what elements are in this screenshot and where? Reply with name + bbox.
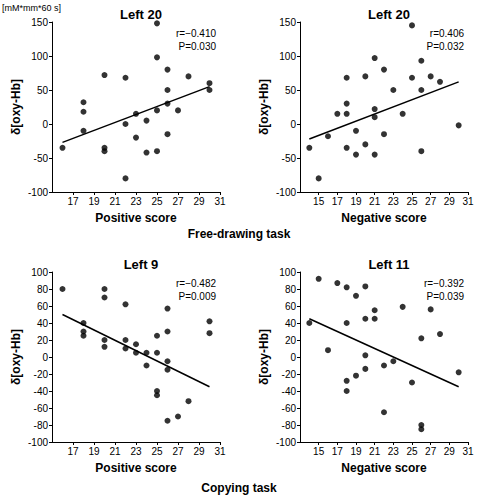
svg-text:r=−0.392: r=−0.392	[424, 278, 464, 289]
svg-text:-100: -100	[28, 187, 48, 198]
svg-text:-40: -40	[282, 386, 297, 397]
svg-text:P=0.009: P=0.009	[178, 291, 216, 302]
svg-text:P=0.030: P=0.030	[178, 41, 216, 52]
svg-text:19: 19	[88, 446, 100, 457]
svg-text:-50: -50	[34, 153, 49, 164]
svg-text:17: 17	[67, 446, 79, 457]
svg-text:δ[oxy-Hb]: δ[oxy-Hb]	[9, 329, 23, 385]
svg-text:40: 40	[285, 318, 297, 329]
svg-text:31: 31	[462, 196, 474, 207]
svg-text:-20: -20	[34, 369, 49, 380]
svg-text:P=0.039: P=0.039	[426, 291, 464, 302]
svg-text:80: 80	[285, 284, 297, 295]
svg-text:r=−0.482: r=−0.482	[176, 278, 216, 289]
svg-text:-100: -100	[276, 437, 296, 448]
svg-text:40: 40	[37, 318, 49, 329]
svg-text:27: 27	[172, 446, 184, 457]
svg-text:-100: -100	[276, 187, 296, 198]
svg-text:r=0.406: r=0.406	[430, 28, 465, 39]
svg-text:-60: -60	[282, 403, 297, 414]
svg-text:-20: -20	[282, 369, 297, 380]
svg-text:0: 0	[290, 119, 296, 130]
svg-text:[mM*mm*60 s]: [mM*mm*60 s]	[2, 3, 61, 13]
svg-text:150: 150	[31, 17, 48, 28]
svg-text:23: 23	[130, 196, 142, 207]
svg-text:-40: -40	[34, 386, 49, 397]
svg-text:r=−0.410: r=−0.410	[176, 28, 216, 39]
svg-text:27: 27	[425, 196, 437, 207]
svg-text:Positive score: Positive score	[95, 211, 177, 225]
svg-text:29: 29	[444, 196, 456, 207]
svg-text:27: 27	[425, 446, 437, 457]
svg-text:23: 23	[388, 446, 400, 457]
svg-text:21: 21	[369, 196, 381, 207]
svg-text:29: 29	[444, 446, 456, 457]
svg-text:21: 21	[109, 446, 121, 457]
svg-text:25: 25	[151, 446, 163, 457]
svg-text:δ[oxy-Hb]: δ[oxy-Hb]	[9, 79, 23, 135]
svg-text:Negative score: Negative score	[341, 211, 427, 225]
svg-text:50: 50	[37, 85, 49, 96]
svg-text:60: 60	[37, 301, 49, 312]
svg-text:-80: -80	[34, 420, 49, 431]
svg-text:23: 23	[130, 446, 142, 457]
svg-text:17: 17	[67, 196, 79, 207]
svg-text:-100: -100	[28, 437, 48, 448]
svg-text:Copying task: Copying task	[201, 481, 277, 495]
svg-text:-50: -50	[282, 153, 297, 164]
svg-text:-80: -80	[282, 420, 297, 431]
svg-text:31: 31	[214, 196, 226, 207]
svg-text:60: 60	[285, 301, 297, 312]
svg-text:29: 29	[193, 446, 205, 457]
svg-text:50: 50	[285, 85, 297, 96]
svg-text:100: 100	[31, 51, 48, 62]
svg-text:15: 15	[313, 446, 325, 457]
svg-text:Left 20: Left 20	[368, 7, 410, 22]
svg-text:150: 150	[279, 17, 296, 28]
svg-text:20: 20	[37, 335, 49, 346]
svg-text:δ[oxy-Hb]: δ[oxy-Hb]	[257, 329, 271, 385]
svg-text:25: 25	[151, 196, 163, 207]
svg-text:100: 100	[279, 51, 296, 62]
svg-text:19: 19	[88, 196, 100, 207]
svg-text:-60: -60	[34, 403, 49, 414]
svg-text:P=0.032: P=0.032	[426, 41, 464, 52]
svg-text:0: 0	[290, 352, 296, 363]
svg-text:25: 25	[406, 446, 418, 457]
svg-text:19: 19	[350, 446, 362, 457]
svg-text:15: 15	[313, 196, 325, 207]
svg-text:23: 23	[388, 196, 400, 207]
svg-text:21: 21	[369, 446, 381, 457]
svg-text:29: 29	[193, 196, 205, 207]
svg-text:100: 100	[31, 267, 48, 278]
svg-text:31: 31	[462, 446, 474, 457]
svg-text:Free-drawing task: Free-drawing task	[188, 227, 291, 241]
svg-text:0: 0	[42, 119, 48, 130]
svg-text:δ[oxy-Hb]: δ[oxy-Hb]	[257, 79, 271, 135]
svg-text:80: 80	[37, 284, 49, 295]
svg-text:Left 20: Left 20	[120, 7, 162, 22]
svg-text:20: 20	[285, 335, 297, 346]
svg-text:0: 0	[42, 352, 48, 363]
svg-text:17: 17	[332, 446, 344, 457]
svg-text:25: 25	[406, 196, 418, 207]
svg-text:Left 11: Left 11	[368, 257, 409, 272]
svg-text:Positive score: Positive score	[95, 461, 177, 475]
svg-text:100: 100	[279, 267, 296, 278]
svg-text:19: 19	[350, 196, 362, 207]
svg-text:Left 9: Left 9	[124, 257, 159, 272]
svg-text:31: 31	[214, 446, 226, 457]
svg-text:Negative score: Negative score	[341, 461, 427, 475]
svg-text:27: 27	[172, 196, 184, 207]
svg-text:17: 17	[332, 196, 344, 207]
svg-text:21: 21	[109, 196, 121, 207]
